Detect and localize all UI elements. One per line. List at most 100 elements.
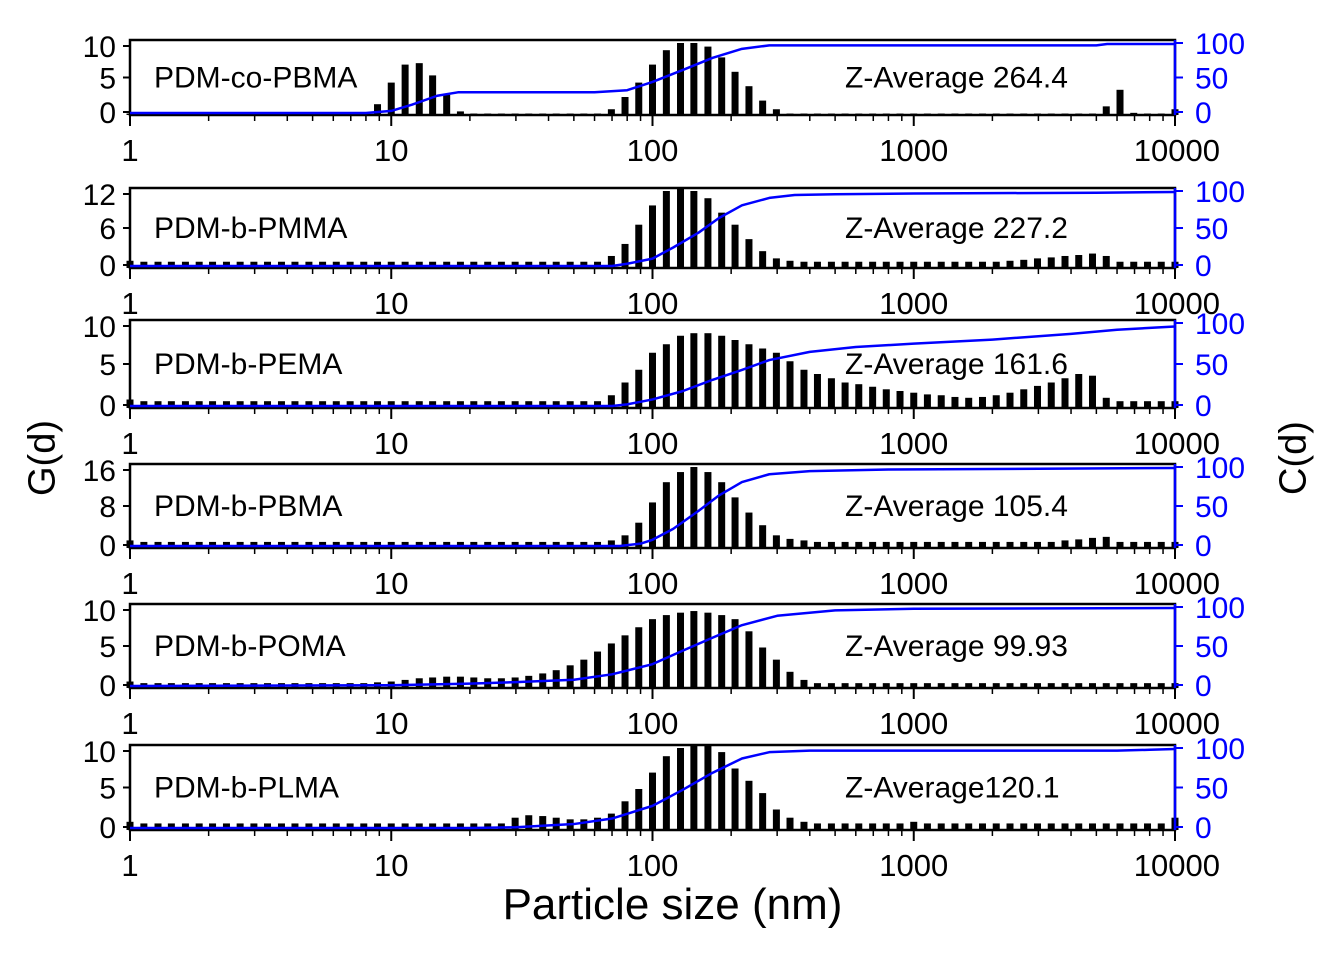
bar [305, 113, 313, 115]
bar [718, 482, 726, 548]
x-tick-label: 1000 [879, 848, 948, 883]
bar [731, 340, 739, 408]
bar [1144, 683, 1152, 688]
bar [827, 541, 835, 548]
bar [1047, 823, 1055, 830]
bar [951, 396, 959, 408]
bar [1157, 823, 1165, 830]
bar [896, 261, 904, 268]
bar [607, 813, 615, 830]
bar [539, 401, 547, 408]
bar [415, 678, 423, 688]
bar [525, 815, 533, 830]
x-tick-label: 1000 [879, 133, 948, 168]
left-y-tick-label: 0 [99, 812, 116, 845]
bar [332, 823, 340, 830]
right-y-tick-label: 0 [1195, 530, 1212, 563]
bar [621, 97, 629, 115]
x-tick-label: 10000 [1134, 133, 1220, 168]
bar [923, 113, 931, 115]
bar [1157, 113, 1165, 115]
left-y-tick-label: 10 [83, 311, 116, 344]
bar [923, 823, 931, 830]
right-y-tick-label: 50 [1195, 491, 1228, 524]
bar [677, 335, 685, 408]
bar [1006, 392, 1014, 408]
bar [580, 659, 588, 688]
bar [443, 676, 451, 688]
bar [965, 823, 973, 830]
right-y-tick-label: 100 [1195, 733, 1245, 766]
bar [759, 251, 767, 268]
bar [1075, 255, 1083, 268]
bar [718, 752, 726, 830]
bar [965, 683, 973, 688]
bar [841, 823, 849, 830]
x-tick-label: 10 [374, 706, 408, 741]
bar [1130, 112, 1138, 115]
bar [841, 261, 849, 268]
bar [1075, 683, 1083, 688]
bar [979, 541, 986, 548]
bar [662, 615, 670, 688]
right-y-tick-label: 100 [1195, 308, 1245, 341]
bar [869, 823, 877, 830]
bar [374, 401, 382, 408]
bar [1047, 257, 1055, 268]
cumulative-curve [130, 42, 1175, 115]
x-tick-label: 100 [627, 133, 679, 168]
bar [1033, 541, 1041, 548]
bar [759, 793, 767, 830]
bar [662, 756, 670, 830]
bar [387, 823, 395, 830]
left-y-tick-label: 8 [99, 491, 116, 524]
bar [1061, 540, 1069, 548]
bar [992, 113, 1000, 115]
bar [869, 261, 877, 268]
bar [731, 224, 739, 268]
bar [580, 401, 588, 408]
bar [305, 823, 313, 830]
x-tick-label: 100 [627, 706, 679, 741]
bar [1144, 113, 1152, 115]
bar [126, 113, 134, 115]
bar [607, 643, 615, 688]
bar [222, 113, 230, 115]
bar [277, 401, 285, 408]
bar [896, 541, 904, 548]
bar [690, 333, 698, 408]
bar [718, 615, 726, 688]
bar [800, 369, 808, 408]
right-y-tick-label: 0 [1195, 390, 1212, 423]
bar [594, 651, 602, 688]
bar [525, 113, 533, 115]
bar [222, 823, 230, 830]
bar [855, 261, 863, 268]
x-tick-label: 1 [121, 133, 138, 168]
bar [979, 683, 986, 688]
bar [167, 113, 175, 115]
bar [677, 189, 685, 268]
bar [209, 823, 217, 830]
bar [305, 401, 313, 408]
x-tick-label: 10 [374, 848, 408, 883]
bar [594, 401, 602, 408]
bar [937, 113, 945, 115]
x-tick-label: 1000 [879, 566, 948, 601]
bar [923, 394, 931, 408]
bar [937, 823, 945, 830]
bar [1089, 253, 1096, 268]
bar [319, 113, 327, 115]
bar [635, 627, 643, 688]
sample-name: PDM-b-PEMA [154, 348, 342, 381]
bar [456, 823, 464, 830]
bar [882, 261, 890, 268]
bar [580, 819, 588, 830]
x-tick-label: 1 [121, 286, 138, 321]
left-y-tick-label: 5 [99, 349, 116, 382]
bar [277, 823, 285, 830]
right-y-tick-label: 100 [1195, 28, 1245, 61]
bar [607, 395, 615, 408]
bar [195, 823, 203, 830]
